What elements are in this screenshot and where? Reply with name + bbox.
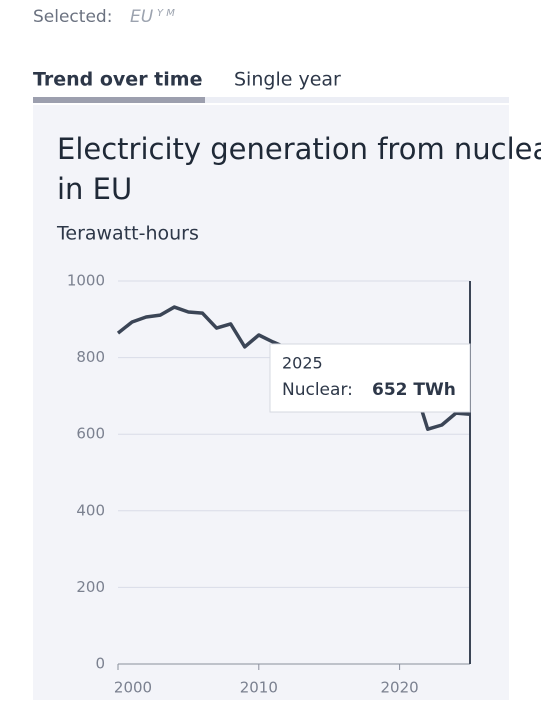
tab-indicator	[33, 97, 205, 103]
y-tick-label: 400	[76, 501, 105, 519]
x-tick-label: 2000	[114, 679, 152, 697]
tab[interactable]: Single year	[234, 69, 341, 91]
tooltip-label: Nuclear:	[282, 380, 353, 400]
tooltip-title: 2025	[282, 354, 323, 373]
y-tick-label: 1000	[67, 272, 105, 290]
y-tick-label: 200	[76, 578, 105, 596]
chart-subtitle: Terawatt-hours	[56, 223, 199, 245]
selected-value: EU	[130, 7, 154, 27]
y-tick-label: 0	[95, 655, 105, 673]
tab-track	[33, 97, 509, 103]
tooltip	[269, 343, 471, 413]
x-tick-label: 2020	[381, 679, 419, 697]
x-tick-label: 2010	[240, 679, 278, 697]
tooltip-value: 652 TWh	[372, 380, 456, 400]
selected-label: Selected:	[33, 7, 112, 27]
y-tick-label: 800	[76, 348, 105, 366]
selected-suffix: Y M	[157, 8, 175, 19]
y-tick-label: 600	[76, 425, 105, 443]
plot: 0 200 400 600 800 1000 2000 2010 2020 2025 Nuclear…	[67, 272, 471, 697]
chart-title: Electricity generation from nuclear in EU	[57, 132, 541, 206]
tab-active[interactable]: Trend over time	[33, 69, 202, 91]
